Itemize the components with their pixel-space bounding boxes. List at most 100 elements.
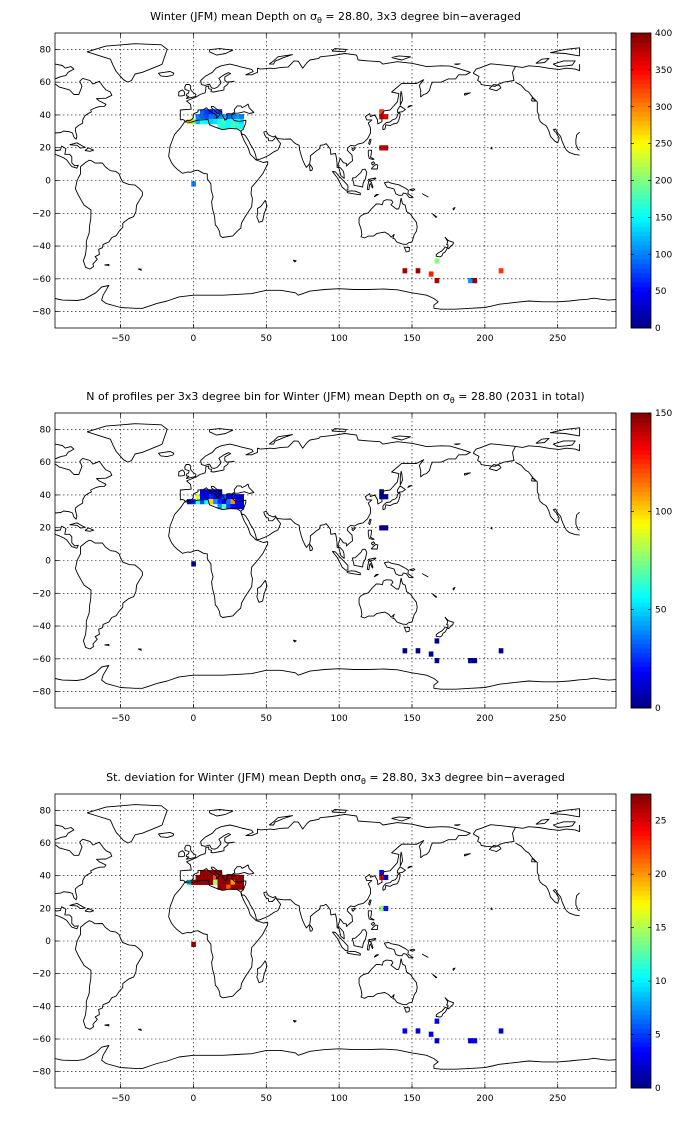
colorbar-step: [631, 849, 651, 855]
colorbar-step: [631, 139, 651, 145]
coastline: [531, 97, 537, 102]
colorbar-step: [631, 876, 651, 882]
colorbar-step: [631, 115, 651, 122]
colorbar-step: [631, 459, 651, 465]
data-cell: [217, 489, 223, 495]
data-cell: [234, 494, 240, 500]
colorbar-step: [631, 203, 651, 209]
colorbar-step: [631, 959, 651, 965]
x-tick-label: 100: [331, 714, 348, 724]
colorbar-step: [631, 1069, 651, 1075]
coastline: [383, 942, 414, 959]
data-cell: [234, 114, 240, 120]
colorbar-step: [631, 500, 651, 506]
colorbar-step: [631, 152, 651, 158]
coastline: [407, 865, 413, 869]
data-cell: [379, 145, 384, 151]
data-cell: [434, 658, 440, 664]
colorbar-step: [631, 102, 651, 108]
x-tick-label: 50: [261, 334, 273, 344]
data-cell: [204, 109, 210, 115]
coastline: [435, 246, 448, 258]
coastline: [535, 818, 550, 825]
coastline: [351, 929, 368, 948]
coastline: [209, 809, 234, 817]
colorbar-step: [631, 694, 651, 700]
coastline: [396, 485, 406, 493]
colorbar-step: [631, 954, 651, 960]
colorbar-step: [631, 514, 651, 520]
colorbar-step: [631, 812, 651, 818]
coastline: [366, 557, 377, 571]
coastline: [346, 950, 361, 956]
coastline: [366, 938, 377, 951]
colorbar-step: [631, 611, 651, 617]
colorbar-step: [631, 166, 651, 172]
colorbar-step: [631, 986, 651, 993]
colorbar-step: [631, 963, 651, 970]
data-cell: [208, 499, 214, 505]
colorbar-step: [631, 83, 651, 89]
colorbar-step: [631, 477, 651, 483]
y-tick-label: −80: [32, 1068, 51, 1078]
colorbar-tick-label: 0: [655, 324, 661, 334]
coastline: [55, 1045, 616, 1070]
coastline: [331, 809, 347, 814]
coastline: [158, 831, 175, 838]
y-tick-label: 40: [40, 111, 52, 121]
data-cell: [434, 1038, 440, 1044]
colorbar-step: [631, 657, 651, 663]
data-cell: [468, 278, 473, 284]
x-tick-label: 0: [191, 334, 197, 344]
x-tick-label: 50: [261, 1094, 273, 1104]
colorbar-tick-label: 150: [655, 213, 672, 223]
coastline: [69, 522, 86, 529]
colorbar-step: [631, 1060, 651, 1066]
colorbar-step: [631, 148, 651, 154]
colorbar-step: [631, 120, 651, 126]
colorbar-step: [631, 666, 651, 672]
coastline: [444, 997, 454, 1010]
coastline: [346, 190, 361, 196]
coastline: [515, 444, 581, 452]
colorbar-step: [631, 422, 651, 428]
coastline: [292, 1019, 297, 1023]
coastline: [368, 899, 372, 906]
colorbar-step: [631, 597, 651, 603]
coastline: [55, 457, 113, 520]
colorbar-step: [631, 945, 651, 951]
colorbar-step: [631, 454, 651, 460]
colorbar-step: [631, 689, 651, 695]
coastline: [373, 573, 379, 578]
coastline: [464, 472, 471, 476]
colorbar-step: [631, 74, 651, 80]
colorbar-step: [631, 922, 651, 928]
colorbar-step: [631, 991, 651, 997]
data-cell: [221, 119, 227, 125]
colorbar: 0 50 100 150: [630, 409, 672, 714]
coastline: [366, 177, 377, 191]
colorbar-step: [631, 482, 651, 488]
colorbar-step: [631, 1042, 651, 1048]
coastline: [452, 207, 456, 211]
coastline: [399, 470, 403, 486]
data-cell: [217, 114, 223, 120]
coastline: [370, 541, 376, 546]
colorbar-step: [631, 872, 651, 878]
x-tick-label: 250: [549, 1094, 566, 1104]
data-cell: [204, 119, 210, 125]
colorbar-step: [631, 198, 651, 205]
coastline: [370, 543, 379, 550]
coastline: [368, 518, 372, 526]
y-tick-label: −40: [32, 242, 51, 252]
colorbar-step: [631, 277, 651, 283]
colorbar-step: [631, 97, 651, 103]
colorbar-step: [631, 445, 651, 451]
colorbar-step: [631, 807, 651, 813]
coastline: [367, 149, 375, 160]
coastline: [383, 181, 414, 198]
colorbar-step: [631, 1032, 651, 1038]
colorbar-frame: [630, 793, 652, 1089]
coastline: [168, 879, 269, 999]
colorbar-tick-label: 400: [655, 29, 672, 39]
